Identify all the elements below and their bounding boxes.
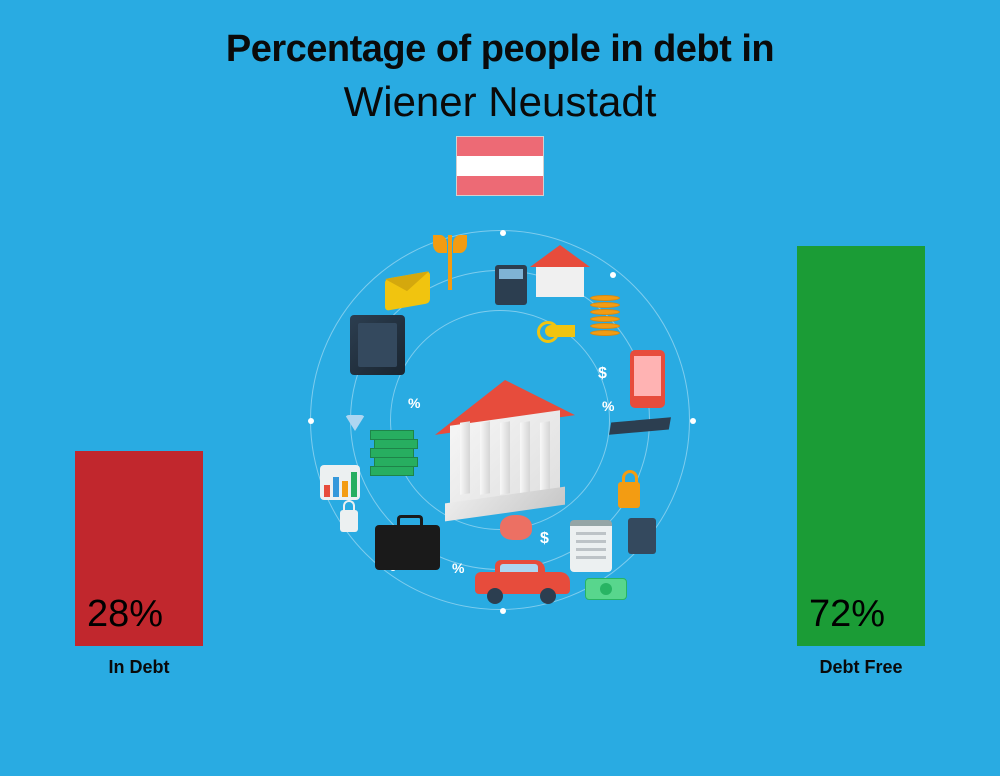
diamond-icon <box>345 415 365 431</box>
cash-stack-icon <box>370 430 420 480</box>
safe-icon <box>350 315 405 375</box>
bar-value-in-debt: 28% <box>87 593 163 636</box>
dollar-symbol: $ <box>540 530 549 548</box>
bar-value-debt-free: 72% <box>809 593 885 636</box>
calculator-icon <box>495 265 527 305</box>
key-icon <box>545 325 575 337</box>
house-icon <box>530 245 590 295</box>
coins-icon <box>590 295 630 343</box>
phone-icon <box>630 350 665 408</box>
bar-label-debt-free: Debt Free <box>797 657 925 678</box>
orbit-dot <box>500 608 506 614</box>
center-finance-graphic: % % % $ $ <box>300 220 700 620</box>
padlock-white-icon <box>340 510 358 532</box>
orbit-dot <box>500 230 506 236</box>
clipboard-icon <box>570 520 612 572</box>
orbit-dot <box>690 418 696 424</box>
bar-chart-icon <box>320 465 360 500</box>
caduceus-icon <box>435 235 465 290</box>
percent-symbol: % <box>602 398 614 414</box>
piggy-bank-icon <box>500 515 532 540</box>
bar-debt-free: 72% <box>797 246 925 646</box>
orbit-dot <box>308 418 314 424</box>
title-city: Wiener Neustadt <box>344 78 657 126</box>
calculator-dark-icon <box>628 518 656 554</box>
flag-stripe-bottom <box>457 176 543 195</box>
flag-stripe-top <box>457 137 543 156</box>
bar-label-in-debt: In Debt <box>75 657 203 678</box>
flag-austria <box>456 136 544 196</box>
bank-building-icon <box>445 380 565 500</box>
briefcase-icon <box>375 525 440 570</box>
car-icon <box>475 560 570 602</box>
percent-symbol: % <box>452 560 464 576</box>
banknote-icon <box>585 578 627 600</box>
orbit-dot <box>610 272 616 278</box>
bar-in-debt: 28% <box>75 451 203 646</box>
title-main: Percentage of people in debt in <box>226 28 774 71</box>
dollar-symbol: $ <box>598 365 607 383</box>
graduation-cap-icon <box>610 420 670 460</box>
padlock-icon <box>618 482 640 508</box>
percent-symbol: % <box>408 395 420 411</box>
